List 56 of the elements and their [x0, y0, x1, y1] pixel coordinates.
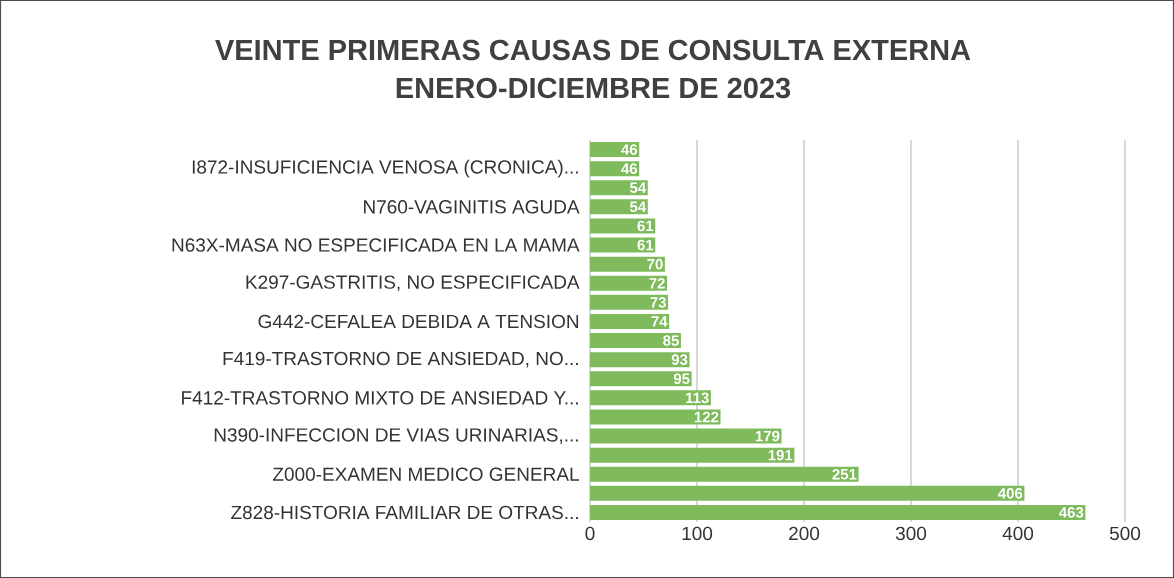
bar	[590, 237, 656, 253]
data-label: 46	[621, 163, 638, 174]
bar	[590, 275, 668, 291]
bar	[590, 294, 669, 310]
data-label: 54	[629, 201, 647, 213]
data-label: 61	[637, 220, 654, 232]
data-label: 113	[686, 392, 709, 404]
x-tick-label: 200	[789, 526, 820, 541]
data-label: 54	[629, 182, 647, 193]
bar	[590, 485, 1025, 501]
data-label: 72	[649, 278, 665, 289]
x-tick-label: 400	[1002, 526, 1034, 541]
x-tick-label: 300	[895, 526, 927, 541]
y-tick-label: N760-VAGINITIS AGUDA	[364, 200, 580, 214]
bar	[590, 218, 656, 234]
data-label: 95	[673, 373, 690, 385]
bar	[590, 352, 690, 368]
data-label: 463	[1059, 507, 1084, 518]
x-tick-label: 0	[585, 526, 595, 541]
y-tick-label: Z828-HISTORIA FAMILIAR DE OTRAS...	[231, 505, 578, 520]
y-tick-label: N390-INFECCION DE VIAS URINARIAS,...	[214, 428, 578, 444]
data-label: 93	[671, 354, 688, 365]
y-tick-label: K297-GASTRITIS, NO ESPECIFICADA	[246, 275, 580, 292]
x-tick-label: 500	[1109, 526, 1141, 541]
y-tick-label: F412-TRASTORNO MIXTO DE ANSIEDAD Y...	[182, 391, 578, 405]
data-label: 85	[663, 335, 679, 346]
x-tick-label: 100	[682, 526, 713, 541]
bar	[590, 466, 859, 482]
y-tick-label: Z000-EXAMEN MEDICO GENERAL	[272, 467, 579, 481]
bar	[590, 428, 782, 444]
data-label: 406	[998, 488, 1023, 499]
data-label: 122	[694, 411, 719, 423]
data-label: 74	[651, 316, 668, 327]
data-label: 70	[647, 258, 663, 270]
y-tick-label: G442-CEFALEA DEBIDA A TENSION	[258, 314, 579, 329]
bar	[590, 390, 711, 406]
data-label: 191	[768, 449, 793, 461]
y-tick-label: N63X-MASA NO ESPECIFICADA EN LA MAMA	[172, 238, 580, 252]
bar	[590, 371, 692, 387]
bar	[590, 313, 670, 329]
bar	[590, 256, 665, 272]
bar	[590, 504, 1086, 520]
y-tick-label: I872-INSUFICIENCIA VENOSA (CRONICA)...	[192, 159, 578, 178]
bar	[590, 180, 648, 196]
bar	[590, 447, 795, 463]
data-label: 61	[637, 239, 654, 251]
chart-title: VEINTE PRIMERAS CAUSAS DE CONSULTA EXTERNA	[215, 39, 971, 61]
chart-subtitle: ENERO-DICIEMBRE DE 2023	[396, 77, 791, 99]
data-label: 179	[755, 430, 780, 442]
data-label: 73	[650, 297, 666, 308]
bar	[590, 199, 648, 215]
y-tick-label: F419-TRASTORNO DE ANSIEDAD, NO...	[223, 351, 578, 368]
data-label: 46	[621, 144, 638, 155]
bar	[590, 333, 681, 349]
bar	[590, 409, 721, 425]
data-label: 251	[832, 468, 857, 480]
